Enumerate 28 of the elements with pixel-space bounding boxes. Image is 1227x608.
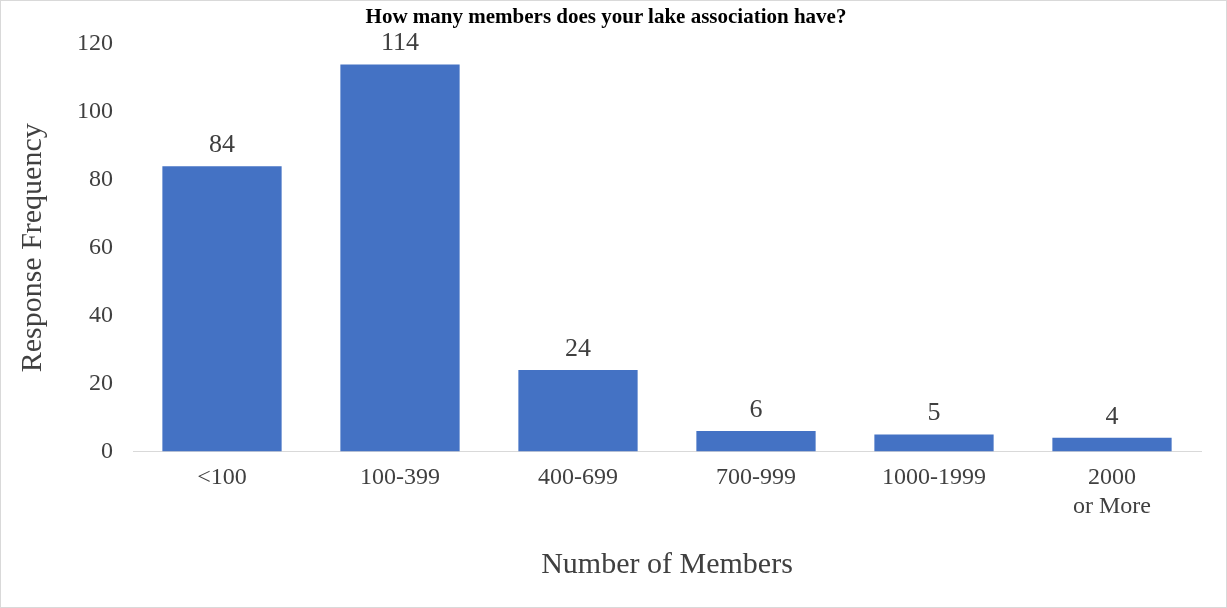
y-axis-title: Response Frequency — [13, 123, 47, 373]
x-tick-label: 400-699 — [538, 463, 618, 490]
y-tick-label: 80 — [89, 165, 113, 192]
data-label: 4 — [1105, 400, 1119, 430]
y-tick-label: 0 — [101, 436, 113, 463]
data-label: 24 — [565, 332, 591, 362]
bar — [696, 431, 816, 452]
data-label: 6 — [749, 393, 763, 423]
bar — [340, 64, 460, 452]
x-tick-label: 2000 or More — [1073, 463, 1151, 518]
y-tick-label: 20 — [89, 368, 113, 395]
bar — [518, 369, 638, 452]
y-tick-label: 40 — [89, 300, 113, 327]
bar — [1052, 437, 1172, 452]
y-tick-label: 120 — [77, 29, 113, 56]
data-label: 114 — [380, 27, 420, 57]
bar — [874, 434, 994, 452]
data-label: 5 — [927, 397, 941, 427]
x-tick-label: <100 — [197, 463, 247, 490]
bar — [162, 166, 282, 452]
y-tick-label: 60 — [89, 233, 113, 260]
x-tick-label: 100-399 — [360, 463, 440, 490]
x-axis-title: Number of Members — [541, 545, 793, 579]
chart-title: How many members does your lake association have? — [365, 4, 847, 29]
data-label: 84 — [209, 129, 235, 159]
x-tick-label: 700-999 — [716, 463, 796, 490]
y-tick-label: 100 — [77, 97, 113, 124]
x-tick-label: 1000-1999 — [882, 463, 986, 490]
